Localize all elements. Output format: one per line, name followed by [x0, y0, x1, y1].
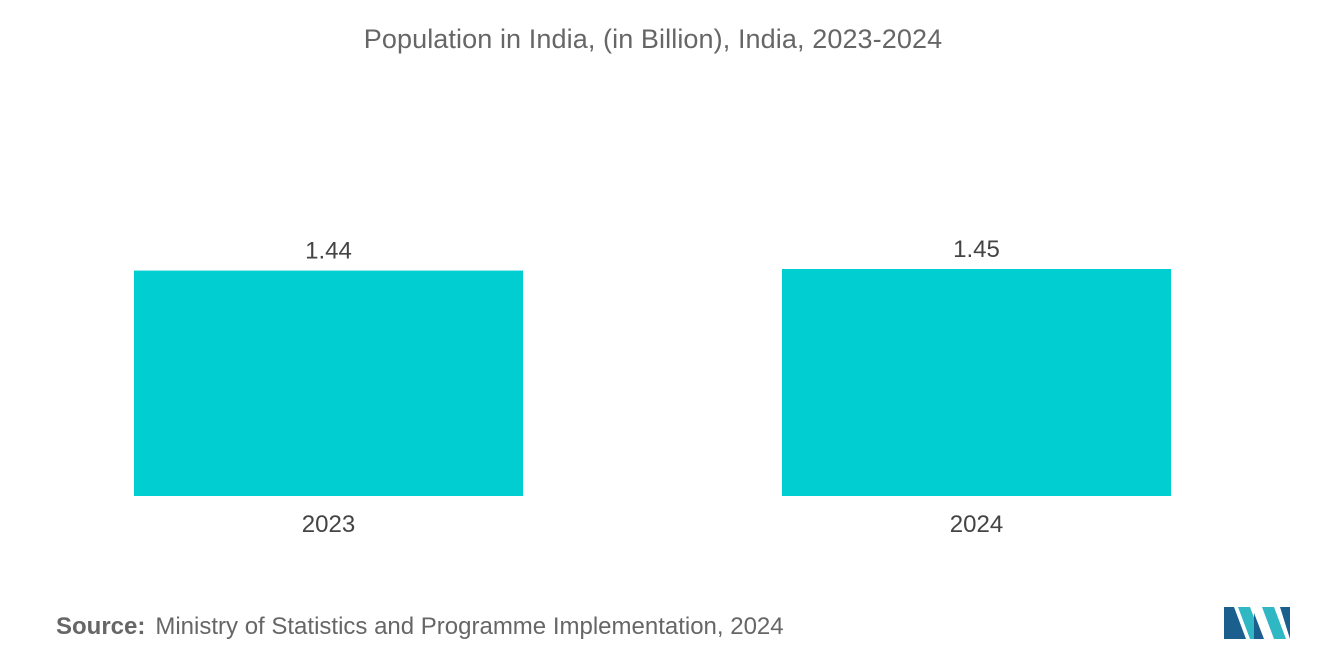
x-tick-label-2024: 2024: [950, 511, 1003, 538]
source-note: Source: Ministry of Statistics and Progra…: [56, 613, 784, 641]
chart-title: Population in India, (in Billion), India…: [363, 24, 943, 54]
data-label-2023: 1.44: [305, 238, 352, 265]
logo-shape-mid-b: [1254, 613, 1264, 639]
logo-shape-right-a: [1262, 607, 1286, 639]
x-tick-label-2023: 2023: [302, 511, 355, 538]
data-label-2024: 1.45: [953, 236, 1000, 263]
bar-2024: [782, 269, 1171, 496]
source-label: Source:: [56, 613, 146, 640]
bar-2023: [134, 270, 523, 496]
source-text: Ministry of Statistics and Programme Imp…: [155, 613, 784, 640]
mordor-logo-icon: [1224, 607, 1290, 639]
logo-shape-left: [1224, 607, 1246, 639]
logo-shape-right-b: [1280, 607, 1290, 639]
